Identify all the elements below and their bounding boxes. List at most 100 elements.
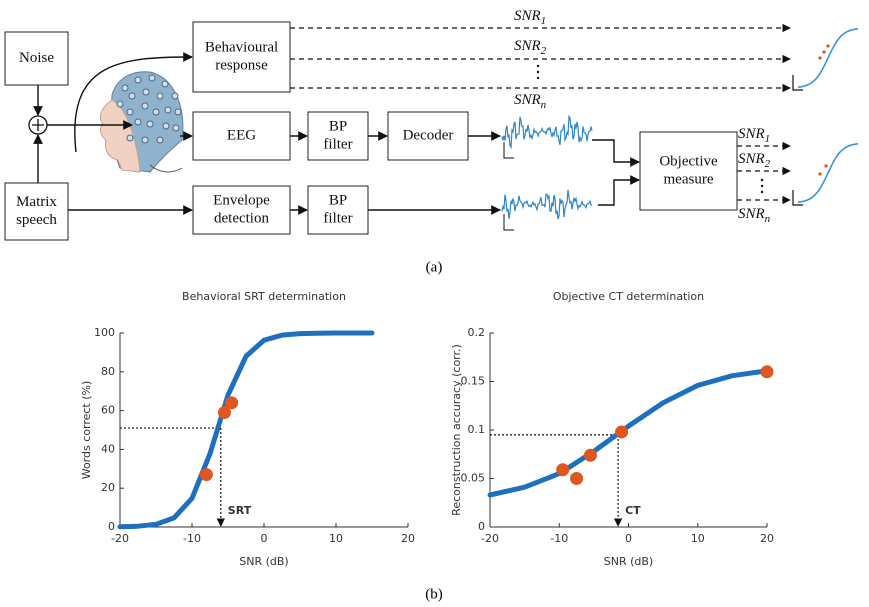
mini-curve xyxy=(798,144,858,202)
waveform-axes xyxy=(504,142,514,158)
electrode xyxy=(122,85,128,91)
x-axis-label: SNR (dB) xyxy=(604,555,653,568)
x-axis-label: SNR (dB) xyxy=(239,555,288,568)
chart: Objective CT determination SNR (dB) Recons… xyxy=(450,290,774,568)
caption: (b) xyxy=(425,586,443,602)
x-tick-label: 20 xyxy=(760,532,774,545)
y-tick-label: 40 xyxy=(101,442,115,455)
electrode xyxy=(153,109,159,115)
caption: (a) xyxy=(426,259,443,275)
mini-point xyxy=(822,50,825,53)
y-tick-label: 20 xyxy=(101,481,115,494)
electrode xyxy=(117,101,123,107)
figure: (a) (b) Noise Matrix speech Behavioural resp… xyxy=(0,0,869,607)
x-tick-label: 0 xyxy=(261,532,268,545)
snr-subscript: n xyxy=(541,99,547,111)
snr-label: SNR1 xyxy=(738,126,770,145)
snr-text: SNR xyxy=(514,92,541,108)
mini-point xyxy=(818,56,821,59)
snr-subscript: 2 xyxy=(765,158,771,170)
chart-title: Objective CT determination xyxy=(553,290,704,303)
block-label: Envelope xyxy=(213,192,270,208)
arrow xyxy=(598,180,639,205)
data-point xyxy=(570,472,583,485)
y-tick-label: 0.2 xyxy=(468,326,486,339)
data-point xyxy=(200,468,213,481)
y-tick-label: 0.05 xyxy=(461,472,486,485)
snr-subscript: 1 xyxy=(541,15,547,27)
chart-title: Behavioral SRT determination xyxy=(182,290,346,303)
electrode xyxy=(172,93,178,99)
x-tick-label: 10 xyxy=(329,532,343,545)
y-tick-label: 0.1 xyxy=(468,423,486,436)
mini-curve xyxy=(798,29,858,87)
mini-point xyxy=(818,172,821,175)
snr-subscript: 2 xyxy=(541,45,547,57)
electrode xyxy=(175,109,181,115)
electrode xyxy=(162,81,168,87)
electrode xyxy=(143,89,149,95)
snr-label: SNRn xyxy=(738,206,771,225)
block-label: Matrix xyxy=(16,194,57,210)
block-label: Decoder xyxy=(403,127,454,143)
block-label: Behavioural xyxy=(205,39,278,55)
snr-text: SNR xyxy=(738,126,765,142)
block-label: filter xyxy=(323,136,352,152)
y-axis-label: Reconstruction accuracy (corr.) xyxy=(450,344,463,516)
arrow xyxy=(592,140,639,162)
data-point xyxy=(225,396,238,409)
electrode xyxy=(135,77,141,83)
snr-label: SNR1 xyxy=(514,8,546,27)
mini-axes xyxy=(793,75,803,90)
x-tick-label: -20 xyxy=(481,532,499,545)
snr-text: SNR xyxy=(738,151,765,167)
mini-point xyxy=(824,164,827,167)
waveform xyxy=(502,117,592,148)
electrode xyxy=(142,103,148,109)
snr-label: SNR2 xyxy=(738,151,771,170)
electrode xyxy=(157,137,163,143)
snr-subscript: 1 xyxy=(765,133,771,145)
snr-text: SNR xyxy=(738,206,765,222)
y-tick-label: 0.15 xyxy=(461,375,486,388)
x-tick-label: 10 xyxy=(691,532,705,545)
block-label: response xyxy=(215,57,268,73)
block-label: measure xyxy=(664,171,714,187)
y-tick-label: 60 xyxy=(101,404,115,417)
x-tick-label: -20 xyxy=(111,532,129,545)
electrode xyxy=(149,75,155,81)
block-label: BP xyxy=(329,118,347,134)
y-tick-label: 0 xyxy=(108,520,115,533)
x-tick-label: 20 xyxy=(401,532,415,545)
electrode xyxy=(163,123,169,129)
x-tick-label: 0 xyxy=(625,532,632,545)
electrode xyxy=(127,135,133,141)
fitted-curve xyxy=(120,333,372,527)
x-tick-label: -10 xyxy=(550,532,568,545)
y-tick-label: 0 xyxy=(478,520,485,533)
electrode xyxy=(129,93,135,99)
chart: Behavioral SRT determination SNR (dB) Word… xyxy=(80,290,415,568)
mini-axes xyxy=(793,190,803,205)
snr-text: SNR xyxy=(514,8,541,24)
block-label: BP xyxy=(329,192,347,208)
snr-label: SNR2 xyxy=(514,38,547,57)
snr-text: SNR xyxy=(514,38,541,54)
x-tick-label: -10 xyxy=(183,532,201,545)
data-point xyxy=(556,463,569,476)
electrode xyxy=(173,125,179,131)
y-tick-label: 80 xyxy=(101,365,115,378)
block-label: Noise xyxy=(19,50,54,66)
mini-point xyxy=(826,44,829,47)
electrode xyxy=(147,121,153,127)
block-label: detection xyxy=(214,210,269,226)
snr-subscript: n xyxy=(765,213,771,225)
y-tick-label: 100 xyxy=(94,326,115,339)
snr-label: SNRn xyxy=(514,92,547,111)
data-point xyxy=(584,449,597,462)
y-axis-label: Words correct (%) xyxy=(80,381,93,480)
data-point xyxy=(761,365,774,378)
head-illustration xyxy=(100,72,182,172)
block-label: speech xyxy=(16,212,57,228)
block-label: EEG xyxy=(227,127,256,143)
